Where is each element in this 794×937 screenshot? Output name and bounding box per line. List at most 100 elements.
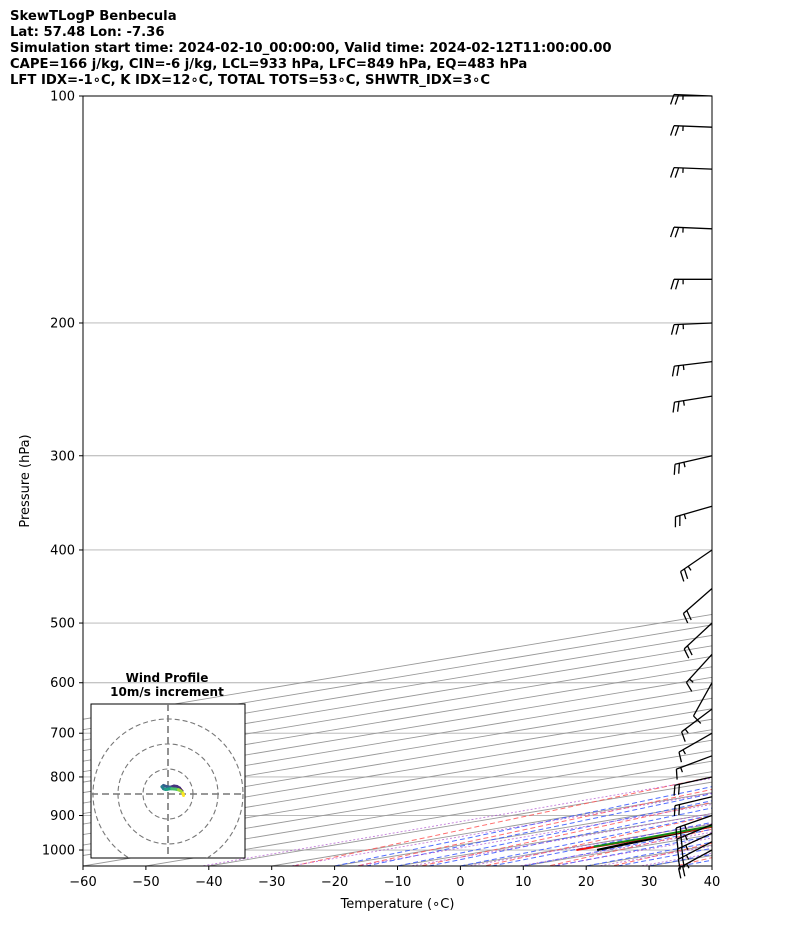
moist-adiabat — [617, 847, 712, 866]
isotherm — [711, 865, 712, 866]
location-line: Lat: 57.48 Lon: -7.36 — [10, 25, 165, 40]
y-axis-label: Pressure (hPa) — [18, 434, 33, 527]
isotherm — [649, 855, 712, 866]
isotherm — [523, 834, 712, 866]
moist-adiabat — [649, 853, 712, 866]
dry-adiabat — [290, 776, 712, 866]
x-tick-label: −40 — [195, 875, 222, 890]
mixing-ratio-line — [287, 792, 712, 866]
wind-barb — [670, 322, 713, 335]
isotherm — [83, 676, 712, 783]
hodograph-segment — [181, 792, 185, 797]
y-tick-label: 100 — [50, 90, 75, 105]
wind-barb — [685, 653, 713, 692]
wind-barb — [682, 588, 713, 624]
dry-adiabat — [673, 857, 712, 866]
isotherm — [775, 96, 794, 866]
isotherm — [83, 666, 712, 773]
isotherm — [208, 781, 712, 866]
y-axis: 1000 900 800 700 600 500 400 300 200 100 — [42, 90, 83, 859]
wind-barb — [677, 841, 713, 870]
y-tick-label: 900 — [50, 809, 75, 824]
moist-adiabat — [428, 807, 712, 866]
moist-adiabat — [711, 865, 712, 866]
y-tick-label: 1000 — [42, 844, 75, 859]
temperature-profile-line — [576, 825, 712, 851]
hodograph-subtitle: 10m/s increment — [110, 685, 224, 699]
moist-adiabat — [554, 835, 712, 866]
wind-barb — [676, 823, 713, 850]
isotherm — [460, 823, 712, 866]
wind-barb — [683, 622, 713, 659]
wind-barb — [674, 505, 713, 528]
x-tick-label: 10 — [515, 875, 532, 890]
y-tick-label: 700 — [50, 727, 75, 742]
y-tick-label: 300 — [50, 449, 75, 464]
isotherm — [397, 813, 712, 866]
isotherm — [83, 718, 712, 825]
isotherm — [271, 792, 712, 866]
x-tick-label: −10 — [384, 875, 411, 890]
chart-header: SkewTLogP Benbecula Lat: 57.48 Lon: -7.3… — [10, 9, 612, 89]
wind-barb — [679, 549, 713, 582]
moist-adiabat — [460, 814, 712, 866]
hodograph-title: Wind Profile — [126, 671, 209, 685]
mixing-ratio-line — [353, 803, 712, 866]
wind-barb — [675, 814, 713, 839]
wind-barb — [669, 125, 713, 136]
wind-barb — [673, 776, 713, 796]
y-tick-label: 600 — [50, 676, 75, 691]
x-tick-label: 0 — [456, 875, 464, 890]
y-tick-label: 500 — [50, 617, 75, 632]
isotherm — [83, 697, 712, 804]
wind-barb — [671, 360, 713, 377]
x-tick-label: −20 — [321, 875, 348, 890]
parcel-profile-line — [596, 825, 712, 852]
mixing-ratio-line — [637, 852, 712, 866]
isotherm — [334, 802, 712, 866]
isotherm — [83, 687, 712, 794]
y-tick-label: 200 — [50, 316, 75, 331]
x-tick-label: 40 — [704, 875, 721, 890]
isotherm — [83, 708, 712, 815]
wind-barb — [669, 93, 713, 105]
wind-barb — [676, 832, 713, 860]
x-tick-label: −50 — [132, 875, 159, 890]
moist-adiabat — [491, 821, 712, 866]
x-tick-label: −60 — [69, 875, 96, 890]
cape-line: CAPE=166 j/kg, CIN=-6 j/kg, LCL=933 hPa,… — [10, 57, 528, 72]
time-line: Simulation start time: 2024-02-10_00:00:… — [10, 41, 612, 56]
y-tick-label: 800 — [50, 770, 75, 785]
y-tick-label: 400 — [50, 543, 75, 558]
wind-barb — [678, 732, 713, 763]
wind-barb — [673, 796, 713, 817]
x-tick-label: −30 — [258, 875, 285, 890]
index-line: LFT IDX=-1∘C, K IDX=12∘C, TOTAL TOTS=53∘… — [10, 73, 491, 88]
wind-barb — [669, 166, 713, 178]
moist-adiabat — [523, 828, 712, 866]
dry-adiabat — [354, 788, 712, 866]
x-tick-label: 20 — [578, 875, 595, 890]
wind-barb — [669, 226, 713, 238]
wind-barbs — [669, 93, 713, 879]
moist-adiabat — [397, 800, 712, 866]
wind-barb — [680, 708, 713, 742]
isotherm — [586, 844, 712, 866]
dry-adiabat — [790, 96, 794, 869]
moist-adiabat — [334, 786, 712, 866]
moist-adiabat — [680, 859, 712, 866]
wind-barb — [692, 682, 713, 724]
x-tick-label: 30 — [641, 875, 658, 890]
wind-barb — [672, 395, 713, 413]
chart-title: SkewTLogP Benbecula — [10, 9, 177, 24]
moist-adiabat — [365, 793, 712, 866]
wind-barb — [670, 278, 712, 290]
mixing-ratio-line — [199, 777, 712, 866]
x-axis-label: Temperature (∘C) — [340, 897, 455, 912]
dry-adiabat — [418, 801, 712, 866]
wind-barb — [673, 455, 713, 475]
dry-adiabat — [726, 96, 794, 869]
moist-adiabat — [586, 841, 712, 866]
